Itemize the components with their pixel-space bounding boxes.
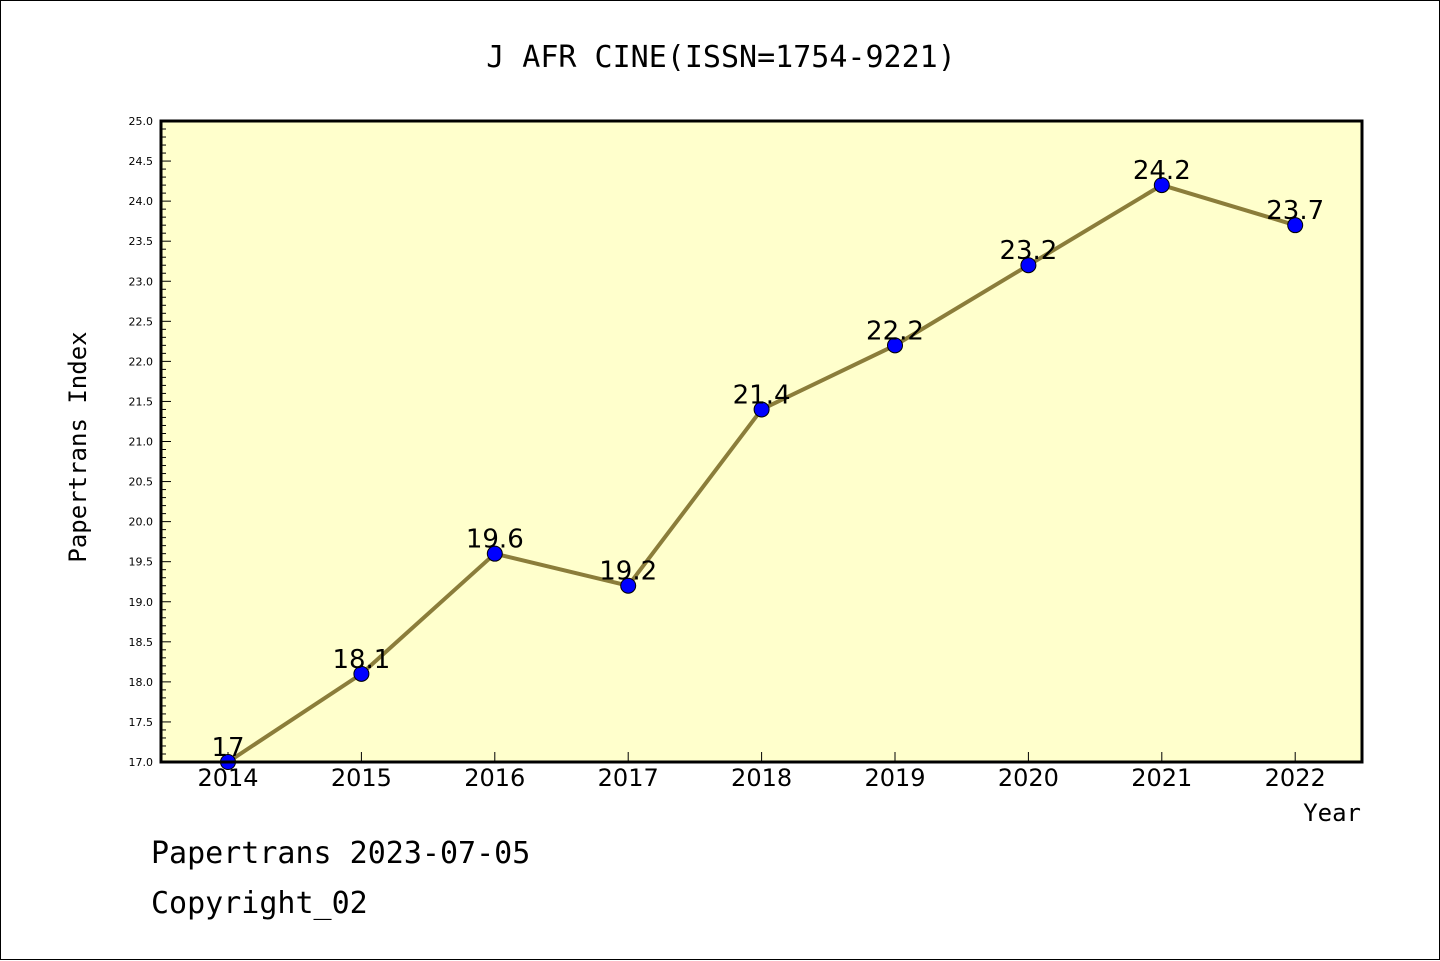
plot-border <box>159 119 1364 764</box>
data-label: 18.1 <box>332 645 390 675</box>
data-label: 23.2 <box>999 236 1057 266</box>
y-tick-label: 24.0 <box>129 195 154 208</box>
footer-copyright: Copyright_02 <box>151 886 368 921</box>
data-label: 19.2 <box>599 557 657 587</box>
y-tick-label: 18.5 <box>129 636 154 649</box>
data-point <box>1020 257 1037 274</box>
data-point <box>353 665 370 682</box>
y-tick-label: 23.5 <box>129 235 154 248</box>
x-tick-label: 2022 <box>1265 764 1326 792</box>
data-point <box>887 337 903 354</box>
data-point <box>753 401 770 418</box>
data-label: 23.7 <box>1266 196 1324 226</box>
y-tick-label: 18.0 <box>129 676 154 689</box>
x-tick-label: 2016 <box>464 764 525 792</box>
y-tick-label: 22.5 <box>129 315 154 328</box>
x-tick-label: 2020 <box>998 764 1059 792</box>
y-tick-label: 25.0 <box>129 115 154 128</box>
x-axis-label: Year <box>1303 799 1361 827</box>
y-axis-ticks: 17.0 17.5 18.0 18.5 19.0 19.5 20.0 20.5 21.0 21.5… <box>129 115 171 769</box>
data-labels: 17 18.1 19.6 19.2 21.4 22.2 23.2 24.2 23.7 <box>211 156 1324 763</box>
y-tick-label: 22.0 <box>129 355 154 368</box>
plot-area <box>161 121 1362 762</box>
data-label: 17 <box>211 733 244 763</box>
x-axis-ticks: 2014 2015 2016 2017 2018 2019 2020 2021 2022 <box>197 752 1326 792</box>
chart-title: J AFR CINE(ISSN=1754-9221) <box>486 40 956 75</box>
x-tick-label: 2019 <box>864 764 925 792</box>
x-tick-label: 2018 <box>731 764 792 792</box>
y-tick-label: 23.0 <box>129 275 154 288</box>
y-tick-label: 19.5 <box>129 556 154 569</box>
y-tick-label: 17.0 <box>129 756 154 769</box>
y-tick-label: 20.5 <box>129 476 154 489</box>
data-point <box>620 577 637 594</box>
data-label: 22.2 <box>866 316 924 346</box>
y-tick-label: 17.5 <box>129 716 154 729</box>
data-label: 19.6 <box>466 525 524 555</box>
data-point <box>1153 177 1170 194</box>
data-point <box>1287 217 1304 234</box>
series-markers <box>220 177 1304 770</box>
footer-date: Papertrans 2023-07-05 <box>151 836 531 871</box>
data-point <box>486 545 503 562</box>
y-tick-label: 21.5 <box>129 395 154 408</box>
data-label: 21.4 <box>733 380 791 410</box>
y-tick-label: 20.0 <box>129 516 154 529</box>
x-tick-label: 2021 <box>1131 764 1192 792</box>
y-tick-label: 24.5 <box>129 155 154 168</box>
x-tick-label: 2015 <box>331 764 392 792</box>
data-label: 24.2 <box>1133 156 1191 186</box>
x-tick-label: 2017 <box>598 764 659 792</box>
y-axis-label: Papertrans Index <box>64 331 92 562</box>
y-tick-label: 19.0 <box>129 596 154 609</box>
y-tick-label: 21.0 <box>129 436 154 449</box>
